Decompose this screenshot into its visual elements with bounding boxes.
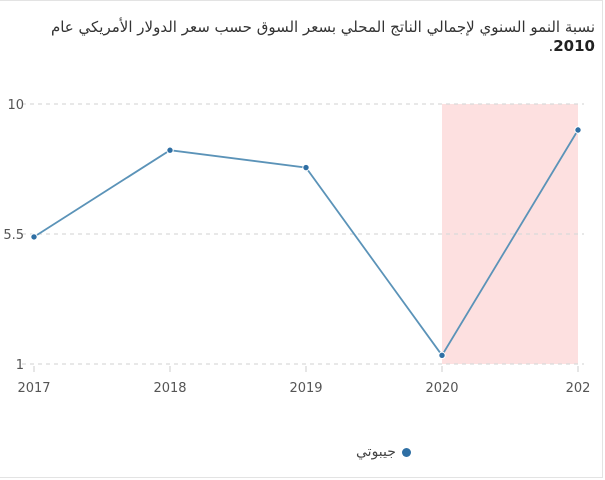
chart-title: نسبة النمو السنوي لإجمالي الناتج المحلي …	[5, 18, 595, 56]
title-suffix: .	[548, 37, 554, 55]
data-point[interactable]	[302, 163, 310, 172]
y-tick-label: 1	[16, 358, 24, 373]
x-tick-label: 2019	[289, 381, 322, 396]
x-tick-label: 2017	[17, 381, 50, 396]
y-tick-label: 5.5	[3, 228, 24, 243]
y-tick-label: 10	[7, 98, 24, 113]
legend-marker	[401, 447, 411, 457]
data-point[interactable]	[166, 146, 174, 154]
data-point[interactable]	[30, 233, 38, 241]
title-text: نسبة النمو السنوي لإجمالي الناتج المحلي …	[50, 18, 595, 36]
data-point[interactable]	[438, 351, 446, 360]
legend-label: جيبوتي	[356, 444, 396, 460]
x-tick-label: 202	[566, 381, 591, 396]
x-tick-label: 2018	[153, 381, 186, 396]
data-point[interactable]	[574, 126, 582, 134]
title-year: 2010	[553, 37, 595, 55]
x-tick-label: 2020	[425, 381, 458, 396]
legend[interactable]: جيبوتي	[356, 443, 411, 461]
